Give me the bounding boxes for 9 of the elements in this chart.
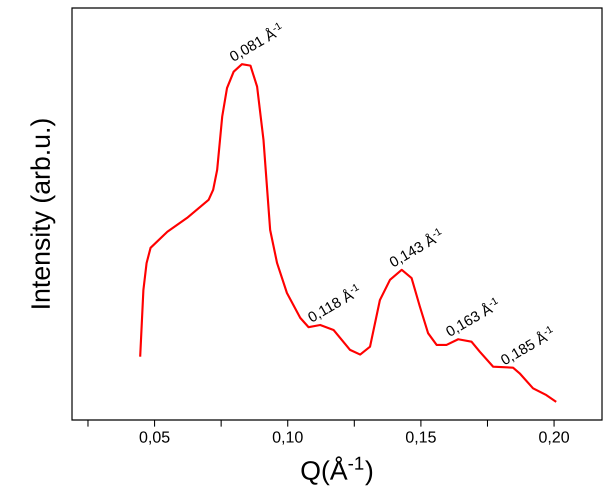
annotation: 0,118 Å$^{-1}$ [308, 284, 360, 322]
x-axis-title: Q(Å$^{-1}$) [301, 456, 372, 486]
y-axis-title: Intensity (arb.u.) [30, 119, 56, 308]
x-tick-label: 0,10 [272, 431, 303, 445]
x-tick-label: 0,20 [539, 431, 570, 445]
annotation: 0,143 Å$^{-1}$ [390, 228, 442, 266]
x-tick-label: 0,15 [406, 431, 436, 445]
x-tick-label: 0,05 [140, 431, 170, 445]
annotation: 0,081 Å$^{-1}$ [230, 22, 282, 61]
